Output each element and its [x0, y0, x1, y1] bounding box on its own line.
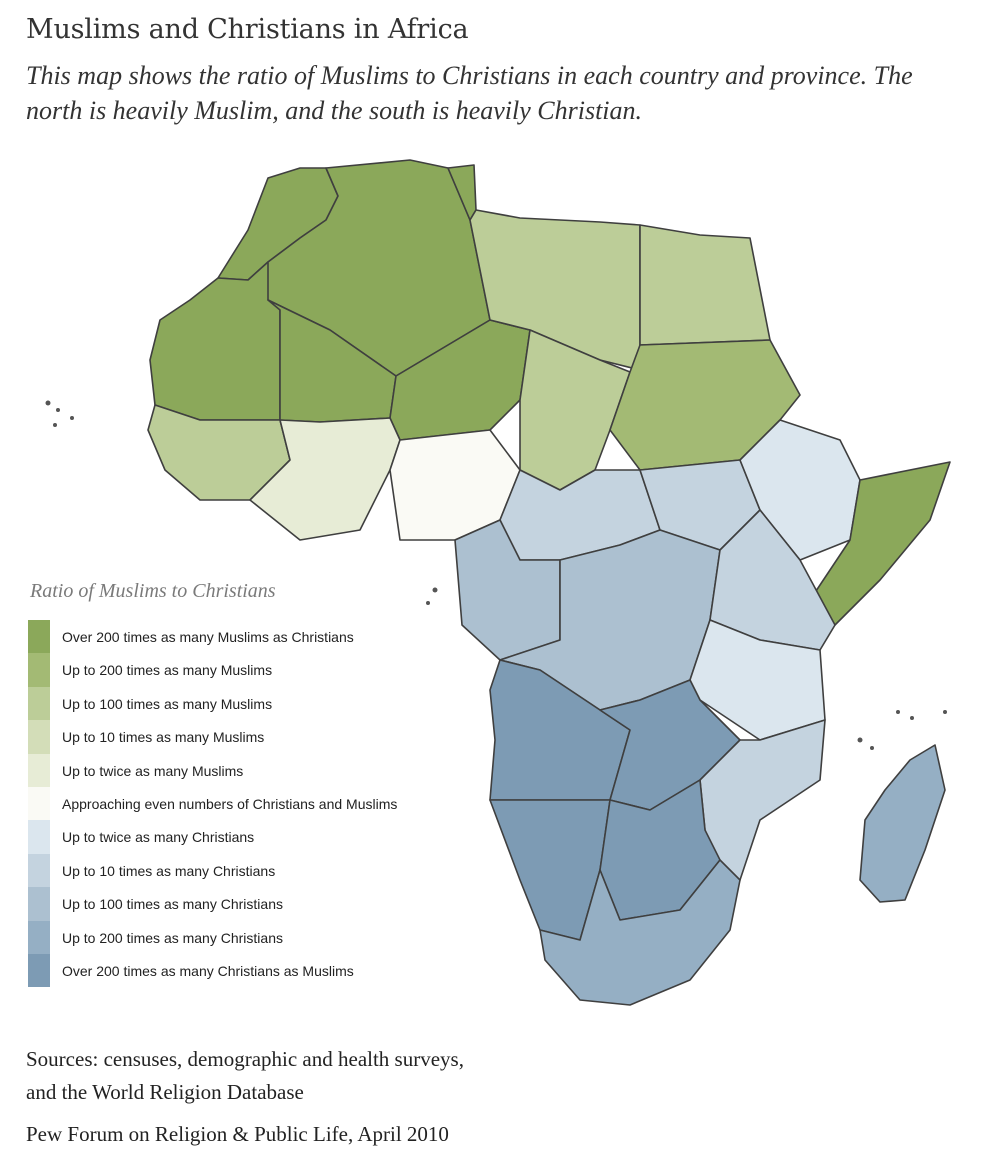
legend-swatch [28, 653, 50, 687]
legend-swatch [28, 820, 50, 854]
legend-title: Ratio of Muslims to Christians [30, 580, 276, 602]
map-regions [147, 159, 951, 1006]
island [70, 416, 74, 420]
region-somalia [809, 461, 951, 626]
legend-swatch [28, 753, 50, 787]
region-egypt [639, 224, 771, 346]
region-burkina-ghana [249, 417, 401, 541]
legend-swatch [28, 720, 50, 754]
sources-line-2: and the World Religion Database [26, 1080, 304, 1104]
legend-swatch [28, 953, 50, 988]
sources-line-1: Sources: censuses, demographic and healt… [26, 1047, 464, 1071]
legend-swatch [28, 686, 50, 721]
island [896, 710, 900, 714]
legend-label: Over 200 times as many Christians as Mus… [62, 962, 354, 979]
legend-swatch [28, 620, 50, 654]
legend-label: Up to twice as many Christians [62, 829, 255, 846]
page-subtitle: This map shows the ratio of Muslims to C… [26, 61, 913, 125]
island [857, 737, 863, 743]
island [56, 408, 60, 412]
legend-swatch [28, 786, 50, 821]
island [432, 587, 438, 593]
legend-label: Up to 100 times as many Christians [62, 896, 283, 913]
legend-label: Up to 10 times as many Christians [62, 862, 276, 879]
legend-label: Approaching even numbers of Christians a… [62, 795, 398, 812]
island [45, 400, 51, 406]
island [910, 716, 914, 720]
region-south-africa [539, 859, 741, 1006]
region-mauritania [149, 261, 281, 421]
page-title: Muslims and Christians in Africa [26, 14, 469, 45]
island [53, 423, 57, 427]
legend-swatch [28, 920, 50, 954]
region-ethiopia [739, 419, 861, 561]
sources-note: Sources: censuses, demographic and healt… [26, 1043, 464, 1109]
legend-label: Up to 100 times as many Muslims [62, 695, 273, 712]
island [870, 746, 874, 750]
legend-label: Up to twice as many Muslims [62, 762, 244, 779]
legend-swatch [28, 853, 50, 888]
credit-line: Pew Forum on Religion & Public Life, Apr… [26, 1122, 449, 1146]
island [943, 710, 947, 714]
legend-swatch [28, 887, 50, 921]
islands [45, 400, 947, 750]
legend-label: Over 200 times as many Muslims as Christ… [62, 629, 354, 645]
island [426, 601, 430, 605]
legend-label: Up to 200 times as many Muslims [62, 662, 273, 679]
region-madagascar [859, 744, 946, 903]
legend-label: Up to 10 times as many Muslims [62, 729, 265, 746]
legend-label: Up to 200 times as many Christians [62, 929, 283, 946]
region-libya [469, 209, 641, 371]
